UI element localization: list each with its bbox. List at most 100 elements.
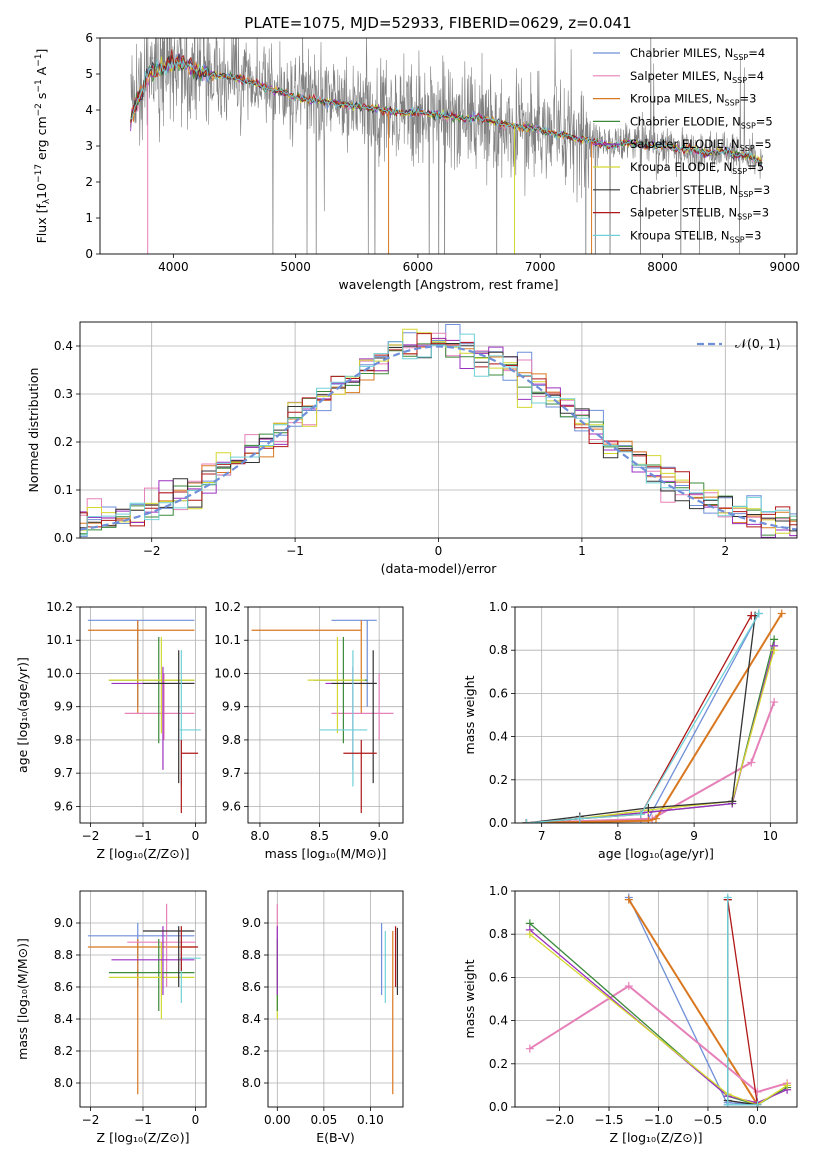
axes-massweight-vs-Z: −2.0 −1.5 −1.0 −0.5 0.0 0.0 0.2 0.4 0.6 0.8 1.0 Z […: [489, 884, 798, 1145]
y-tick-label: 0.2: [489, 1057, 508, 1071]
legend: 𝒩(0, 1): [697, 336, 781, 351]
axes-frame: [514, 606, 798, 824]
x-axis-label: E(B-V): [316, 1130, 355, 1145]
y-tick-label: 3: [85, 139, 93, 153]
series-marker-chabrier-stelib: [644, 803, 653, 812]
x-tick-label: 0.05: [311, 1113, 338, 1127]
series-marker-kroupa-stelib: [636, 810, 645, 819]
y-tick-label: 1.0: [489, 600, 508, 614]
y-tick-label: 9.6: [222, 799, 241, 813]
y-tick-label: 9.0: [242, 916, 261, 930]
series-marker-kroupa-miles: [624, 895, 633, 904]
legend-label-kroupa-miles: Kroupa MILES, NSSP=3: [630, 92, 756, 108]
y-tick-label: 9.9: [222, 700, 241, 714]
plot-area-massweight-vs-age: [522, 609, 786, 823]
axes-spectrum: 4000 5000 6000 7000 8000 9000 0 1 2 3 4 5 6 wavelengt…: [85, 31, 800, 292]
series-marker-kroupa-stelib: [575, 814, 584, 823]
y-tick-label: 5: [85, 67, 93, 81]
plot-age-vs-Z: −2 −1 0 9.6 9.7 9.8 9.9 10.0 10.1 10.2 Z [log₁₀(Z/…: [15, 600, 207, 861]
series-marker-salpeter-miles: [753, 1087, 762, 1096]
model-line-kroupa-stelib: [130, 59, 762, 165]
y-tick-label: 8.8: [242, 948, 261, 962]
x-tick-label: 10: [763, 829, 778, 843]
legend-label-salpeter-miles: Salpeter MILES, NSSP=4: [630, 69, 764, 85]
y-tick-label: 8.6: [242, 980, 261, 994]
y-tick-label: 9.8: [222, 733, 241, 747]
x-tick-label: 9: [690, 829, 698, 843]
y-tick-label: 0.8: [489, 927, 508, 941]
series-marker-salpeter-miles: [770, 698, 779, 707]
series-line-salpeter-miles: [529, 984, 788, 1094]
axes-frame: [99, 37, 798, 255]
series-line-kroupa-miles: [526, 612, 783, 823]
series-marker-salpeter-miles: [525, 1044, 534, 1053]
y-tick-label: 0.2: [54, 435, 73, 449]
y-axis-label: Flux [fλ10−17 erg cm−2 s−1 A−1]: [34, 49, 52, 244]
x-axis-label: Z [log₁₀(Z/Z⊙)]: [97, 846, 190, 861]
x-tick-label: 0: [192, 1113, 200, 1127]
y-tick-label: 0.2: [489, 773, 508, 787]
y-tick-label: 8.2: [242, 1044, 261, 1058]
y-axis-label: age [log₁₀(age/yr)]: [15, 657, 30, 773]
y-tick-label: 0.4: [489, 730, 508, 744]
series-line-kroupa-stelib: [526, 613, 760, 823]
y-tick-label: 10.2: [214, 600, 241, 614]
y-tick-label: 8.2: [54, 1044, 73, 1058]
plot-area-mass-vs-Z: [87, 903, 201, 1095]
x-axis-label: Z [log₁₀(Z/Z⊙)]: [97, 1130, 190, 1145]
y-axis-label: Normed distribution: [26, 368, 41, 493]
series-line-kroupa-elodie: [529, 933, 788, 1106]
legend-label-salpeter-stelib: Salpeter STELIB, NSSP=3: [630, 206, 769, 222]
y-tick-label: 10.0: [46, 666, 73, 680]
y-tick-label: 2: [85, 175, 93, 189]
series-marker-kroupa-miles: [777, 609, 786, 618]
plot-area-residuals: [80, 324, 797, 538]
y-tick-label: 9.8: [54, 733, 73, 747]
y-axis-label: mass weight: [462, 959, 477, 1038]
legend-label-chabrier-miles: Chabrier MILES, NSSP=4: [630, 46, 765, 62]
x-tick-label: 5000: [280, 260, 311, 274]
y-tick-label: 9.7: [54, 766, 73, 780]
legend-label-kroupa-stelib: Kroupa STELIB, NSSP=3: [630, 228, 761, 244]
series-line-chabrier-elodie: [526, 639, 775, 823]
x-tick-label: −1: [286, 544, 304, 558]
y-tick-label: 8.0: [242, 1076, 261, 1090]
legend: Chabrier MILES, NSSP=4 Salpeter MILES, NS…: [593, 46, 773, 244]
y-tick-label: 8.4: [242, 1012, 261, 1026]
x-tick-label: −2: [143, 544, 161, 558]
y-tick-label: 0.3: [54, 387, 73, 401]
x-tick-label: 8.5: [310, 829, 329, 843]
series-marker-kroupa-stelib: [753, 1100, 762, 1107]
y-tick-label: 9.6: [54, 799, 73, 813]
axes-massweight-vs-age: 7 8 9 10 0.0 0.2 0.4 0.6 0.8 1.0 age [log₁₀(age/yr…: [489, 600, 798, 861]
axes-age-vs-Z: −2 −1 0 9.6 9.7 9.8 9.9 10.0 10.1 10.2 Z [log₁₀(Z/…: [46, 600, 207, 861]
x-tick-label: 1: [578, 544, 586, 558]
y-tick-label: 10.2: [46, 600, 73, 614]
x-tick-label: −1: [134, 1113, 152, 1127]
axes-age-vs-mass: 8.0 8.5 9.0 9.6 9.7 9.8 9.9 10.0 10.1 10.2 mass [l…: [214, 600, 404, 861]
series-marker-kroupa-stelib: [723, 893, 732, 902]
y-tick-label: 1.0: [489, 884, 508, 898]
y-tick-label: 8.8: [54, 948, 73, 962]
x-tick-label: −2: [82, 1113, 100, 1127]
x-tick-label: −1.5: [594, 1113, 623, 1127]
plot-area-spectrum: [130, 38, 763, 254]
plot-area-age-vs-Z: [87, 619, 201, 814]
y-tick-label: 10.1: [214, 633, 241, 647]
axes-frame: [79, 606, 207, 824]
x-tick-label: −2.0: [545, 1113, 574, 1127]
series-marker-kroupa-stelib: [522, 819, 531, 823]
legend-label-chabrier-stelib: Chabrier STELIB, NSSP=3: [630, 183, 770, 199]
x-axis-label: wavelength [Angstrom, rest frame]: [338, 277, 558, 292]
x-axis-label: mass [log₁₀(M/M⊙)]: [265, 846, 387, 861]
plot-area-age-vs-mass: [251, 619, 394, 814]
y-tick-label: 0.0: [54, 531, 73, 545]
y-tick-label: 0.6: [489, 686, 508, 700]
x-axis-label: age [log₁₀(age/yr)]: [598, 846, 714, 861]
x-tick-label: 0: [192, 829, 200, 843]
legend-label-salpeter-elodie: Salpeter ELODIE, NSSP=5: [630, 137, 772, 153]
x-tick-label: 8000: [647, 260, 678, 274]
histogram-kroupa-elodie: [80, 328, 797, 534]
y-tick-label: 0.0: [489, 1100, 508, 1114]
series-marker-kroupa-elodie: [783, 1081, 792, 1090]
